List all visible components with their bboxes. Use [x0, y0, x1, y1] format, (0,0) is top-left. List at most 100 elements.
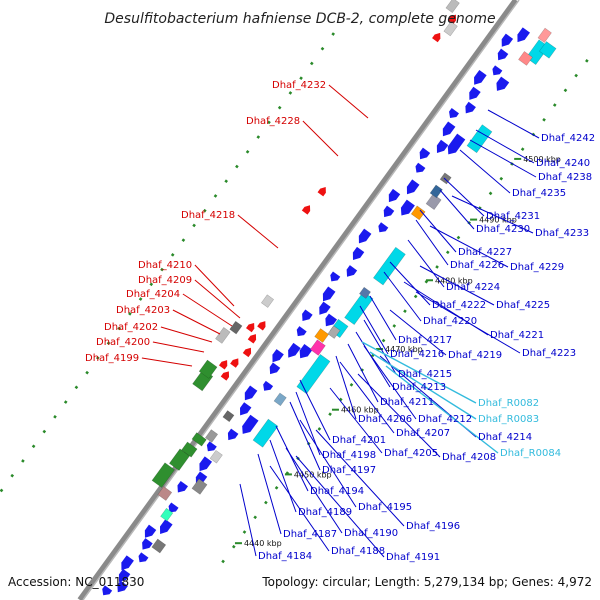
reverse-cds[interactable] [285, 342, 301, 360]
gene-label-reverse[interactable]: Dhaf_4238 [538, 172, 592, 183]
reverse-cds[interactable] [397, 199, 415, 219]
reverse-cds[interactable] [385, 188, 401, 205]
reverse-cds[interactable] [495, 48, 509, 63]
rna-feature[interactable] [252, 418, 279, 448]
gene-label-reverse[interactable]: Dhaf_4221 [490, 330, 544, 341]
gene-label-reverse[interactable]: Dhaf_4223 [522, 348, 576, 359]
gene-label-reverse[interactable]: Dhaf_4220 [423, 316, 477, 327]
gene-label-reverse[interactable]: Dhaf_4198 [322, 450, 376, 461]
gene-label-forward[interactable]: Dhaf_4209 [138, 275, 192, 286]
reverse-cds[interactable] [381, 205, 395, 220]
reverse-cds[interactable] [349, 246, 365, 263]
gene-label-reverse[interactable]: Dhaf_4205 [384, 448, 438, 459]
misc-feature[interactable] [518, 51, 533, 66]
reverse-cds[interactable] [498, 33, 514, 50]
gene-label-reverse[interactable]: Dhaf_4189 [298, 507, 352, 518]
gene-label-reverse[interactable]: Dhaf_4206 [358, 414, 412, 425]
gene-label-reverse[interactable]: Dhaf_4196 [406, 521, 460, 532]
reverse-cds[interactable] [493, 76, 510, 94]
rna-feature[interactable] [296, 353, 331, 395]
gene-label-rna[interactable]: Dhaf_R0082 [478, 398, 539, 409]
reverse-cds[interactable] [115, 568, 131, 585]
gene-label-reverse[interactable]: Dhaf_4226 [450, 260, 504, 271]
forward-cds[interactable] [218, 358, 230, 370]
gene-label-reverse[interactable]: Dhaf_4190 [344, 528, 398, 539]
gene-label-reverse[interactable]: Dhaf_4230 [476, 224, 530, 235]
reverse-cds[interactable] [462, 101, 476, 116]
reverse-cds[interactable] [328, 271, 341, 284]
gene-label-reverse[interactable]: Dhaf_4214 [478, 432, 532, 443]
reverse-cds[interactable] [403, 179, 420, 196]
gene-label-reverse[interactable]: Dhaf_4207 [396, 428, 450, 439]
reverse-cds[interactable] [269, 349, 284, 365]
misc-feature[interactable] [205, 429, 219, 443]
gene-label-reverse[interactable]: Dhaf_4187 [283, 529, 337, 540]
forward-cds[interactable] [220, 369, 232, 381]
gene-label-reverse[interactable]: Dhaf_4211 [380, 397, 434, 408]
reverse-cds[interactable] [241, 385, 258, 403]
misc-feature[interactable] [327, 325, 341, 339]
misc-feature[interactable] [429, 184, 443, 199]
misc-feature[interactable] [309, 339, 326, 356]
misc-feature[interactable] [157, 486, 173, 501]
gene-label-forward[interactable]: Dhaf_4200 [96, 337, 150, 348]
reverse-cds[interactable] [136, 552, 149, 565]
reverse-cds[interactable] [174, 480, 188, 495]
reverse-cds[interactable] [196, 456, 213, 473]
rna-feature[interactable] [525, 39, 550, 66]
gene-label-forward[interactable]: Dhaf_4203 [116, 305, 170, 316]
rna-feature[interactable] [539, 41, 557, 59]
operon-block[interactable] [198, 359, 218, 379]
misc-feature[interactable] [273, 392, 287, 407]
reverse-cds[interactable] [319, 286, 336, 304]
forward-cds[interactable] [432, 31, 443, 43]
misc-feature[interactable] [215, 327, 231, 344]
reverse-cds[interactable] [439, 121, 456, 138]
reverse-cds[interactable] [139, 538, 153, 552]
gene-label-reverse[interactable]: Dhaf_4201 [332, 435, 386, 446]
misc-feature[interactable] [151, 538, 167, 554]
gene-label-reverse[interactable]: Dhaf_4188 [331, 546, 385, 557]
forward-cds[interactable] [242, 346, 254, 358]
gene-label-reverse[interactable]: Dhaf_4227 [458, 247, 512, 258]
gene-label-reverse[interactable]: Dhaf_4195 [358, 502, 412, 513]
reverse-cds[interactable] [266, 362, 281, 377]
reverse-cds[interactable] [141, 524, 157, 541]
gene-label-reverse[interactable]: Dhaf_4242 [541, 133, 595, 144]
misc-feature[interactable] [439, 172, 452, 185]
reverse-cds[interactable] [322, 313, 337, 330]
operon-block[interactable] [151, 462, 175, 488]
misc-feature[interactable] [314, 328, 329, 343]
forward-cds[interactable] [257, 319, 268, 331]
gene-label-reverse[interactable]: Dhaf_4197 [322, 465, 376, 476]
reverse-cds[interactable] [114, 580, 128, 595]
gene-label-forward[interactable]: Dhaf_4204 [126, 289, 180, 300]
gene-label-reverse[interactable]: Dhaf_4219 [448, 350, 502, 361]
gene-label-reverse[interactable]: Dhaf_4224 [446, 282, 500, 293]
gene-label-reverse[interactable]: Dhaf_4231 [486, 211, 540, 222]
misc-feature[interactable] [160, 507, 174, 522]
forward-cds[interactable] [301, 203, 313, 215]
reverse-cds[interactable] [355, 228, 372, 246]
reverse-cds[interactable] [490, 65, 503, 78]
reverse-cds[interactable] [156, 519, 173, 536]
gene-label-forward[interactable]: Dhaf_4228 [246, 116, 300, 127]
gene-label-forward[interactable]: Dhaf_4202 [104, 322, 158, 333]
rna-feature[interactable] [466, 124, 493, 154]
operon-block[interactable] [181, 441, 198, 458]
misc-feature[interactable] [445, 0, 460, 14]
reverse-cds[interactable] [376, 222, 389, 235]
reverse-cds[interactable] [444, 133, 466, 158]
reverse-cds[interactable] [236, 402, 252, 418]
reverse-cds[interactable] [204, 441, 217, 454]
gene-label-forward[interactable]: Dhaf_4232 [272, 80, 326, 91]
reverse-cds[interactable] [261, 380, 274, 394]
misc-feature[interactable] [260, 294, 275, 308]
reverse-cds[interactable] [471, 70, 487, 87]
forward-cds[interactable] [247, 332, 259, 344]
reverse-cds[interactable] [514, 27, 530, 44]
reverse-cds[interactable] [294, 326, 307, 339]
forward-cds[interactable] [246, 321, 257, 333]
gene-label-reverse[interactable]: Dhaf_4216 [390, 349, 444, 360]
